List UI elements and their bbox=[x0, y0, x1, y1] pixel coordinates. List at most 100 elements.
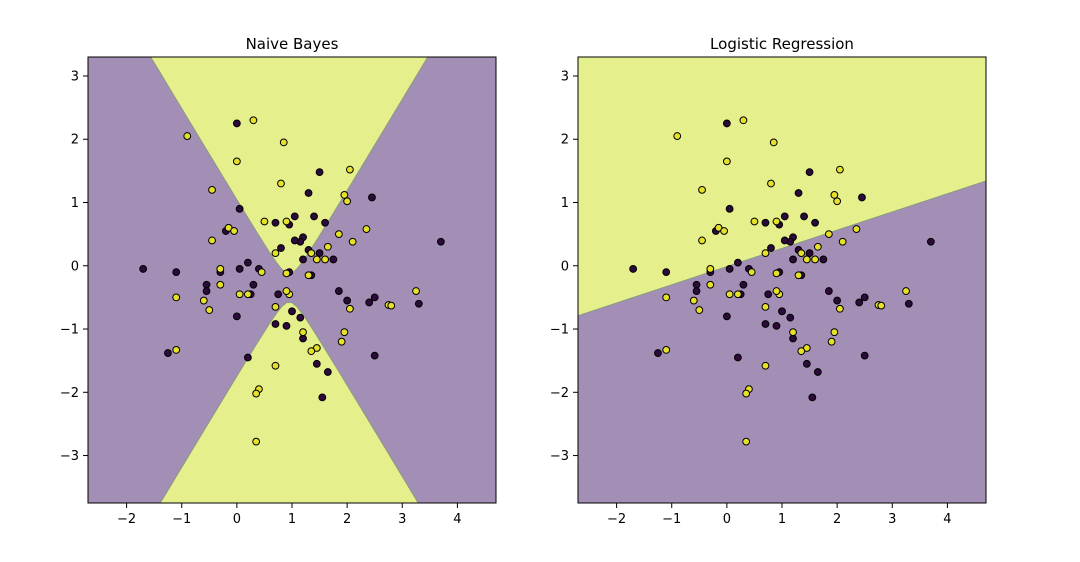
data-point-class1 bbox=[789, 328, 797, 337]
data-point-class0 bbox=[232, 312, 241, 321]
data-point-class1 bbox=[772, 287, 781, 295]
data-point-class1 bbox=[243, 290, 252, 299]
data-point-class0 bbox=[235, 265, 244, 273]
data-point-class0 bbox=[860, 293, 869, 302]
data-point-class1 bbox=[662, 293, 671, 302]
data-point-class0 bbox=[800, 212, 808, 221]
data-point-class1 bbox=[761, 249, 770, 258]
data-point-class0 bbox=[733, 353, 742, 362]
data-point-class0 bbox=[172, 268, 181, 276]
data-point-class1 bbox=[235, 290, 244, 299]
y-tick-label: 0 bbox=[71, 259, 79, 274]
data-point-class1 bbox=[761, 361, 770, 370]
data-point-class0 bbox=[855, 298, 864, 307]
data-point-class1 bbox=[772, 217, 781, 226]
y-tick-label: 3 bbox=[561, 69, 569, 84]
data-point-class0 bbox=[334, 287, 343, 295]
data-point-class0 bbox=[811, 218, 819, 227]
data-point-class0 bbox=[290, 236, 299, 245]
data-point-class1 bbox=[252, 389, 261, 398]
y-tick-label: 2 bbox=[561, 133, 569, 148]
data-point-class0 bbox=[315, 168, 324, 177]
data-point-class1 bbox=[282, 269, 291, 278]
data-point-class1 bbox=[725, 290, 734, 299]
chart-panel-1: −2 −1 0 1 2 3 4 −3 −2 −1 0 1 2 3 Logistic Regression bbox=[550, 35, 987, 527]
data-point-class1 bbox=[706, 265, 715, 273]
y-tick-label: 2 bbox=[71, 133, 79, 148]
data-point-class1 bbox=[279, 138, 288, 147]
data-point-class1 bbox=[742, 389, 751, 398]
data-point-class1 bbox=[824, 230, 833, 239]
data-point-class0 bbox=[739, 280, 748, 289]
x-tick-label: 0 bbox=[723, 512, 731, 527]
x-tick-label: 2 bbox=[833, 512, 841, 527]
x-tick-label: 0 bbox=[233, 512, 241, 527]
data-point-class0 bbox=[343, 296, 352, 305]
data-point-class0 bbox=[164, 349, 172, 357]
chart-title: Naive Bayes bbox=[246, 35, 339, 53]
data-point-class0 bbox=[692, 280, 701, 289]
data-point-class1 bbox=[257, 268, 266, 276]
region-class1 bbox=[578, 57, 986, 316]
data-point-class0 bbox=[271, 320, 280, 328]
data-point-class1 bbox=[183, 132, 192, 140]
chart-panel-0: −2 −1 0 1 2 3 4 −3 −2 −1 0 1 2 3 Naive Bayes bbox=[60, 35, 497, 527]
data-point-class0 bbox=[794, 189, 803, 197]
data-point-class1 bbox=[340, 191, 349, 199]
data-point-class1 bbox=[312, 255, 321, 264]
data-point-class0 bbox=[824, 287, 833, 295]
y-tick-label: −3 bbox=[550, 449, 569, 464]
data-point-class0 bbox=[772, 321, 781, 330]
data-point-class1 bbox=[838, 237, 847, 246]
data-point-class1 bbox=[830, 191, 839, 199]
data-point-class0 bbox=[321, 218, 329, 227]
data-point-class1 bbox=[742, 437, 751, 446]
data-point-class0 bbox=[310, 212, 318, 221]
x-tick-label: 4 bbox=[453, 512, 461, 527]
data-point-class1 bbox=[232, 157, 241, 166]
x-tick-label: 1 bbox=[288, 512, 296, 527]
data-point-class1 bbox=[794, 271, 803, 280]
data-point-class1 bbox=[282, 217, 291, 226]
data-point-class0 bbox=[271, 218, 280, 227]
data-point-class1 bbox=[260, 217, 269, 226]
x-tick-label: 1 bbox=[778, 512, 786, 527]
data-point-class1 bbox=[252, 437, 261, 446]
data-point-class1 bbox=[208, 236, 216, 245]
data-point-class0 bbox=[786, 313, 795, 322]
data-point-class1 bbox=[387, 301, 396, 310]
data-point-class1 bbox=[271, 302, 280, 311]
data-point-class0 bbox=[282, 321, 291, 330]
data-point-class1 bbox=[321, 255, 329, 264]
data-point-class0 bbox=[764, 290, 773, 299]
data-point-class0 bbox=[761, 218, 770, 227]
data-point-class1 bbox=[230, 227, 239, 235]
data-point-class1 bbox=[811, 255, 819, 264]
data-point-class0 bbox=[904, 299, 913, 308]
region-class1-lower bbox=[160, 302, 419, 503]
data-point-class0 bbox=[805, 168, 814, 177]
data-point-class1 bbox=[722, 157, 731, 166]
chart-title: Logistic Regression bbox=[710, 35, 854, 53]
y-tick-label: 1 bbox=[71, 196, 79, 211]
data-point-class0 bbox=[833, 296, 842, 305]
x-tick-label: −1 bbox=[662, 512, 681, 527]
data-point-class0 bbox=[860, 351, 869, 360]
data-point-class0 bbox=[725, 265, 734, 273]
data-point-class1 bbox=[830, 328, 839, 337]
data-point-class1 bbox=[337, 337, 346, 346]
data-point-class1 bbox=[813, 242, 822, 251]
y-tick-label: −1 bbox=[550, 323, 569, 338]
y-tick-label: −1 bbox=[60, 323, 79, 338]
data-point-class1 bbox=[172, 346, 181, 354]
data-point-class1 bbox=[720, 227, 729, 235]
data-point-class1 bbox=[695, 306, 704, 314]
data-point-class1 bbox=[271, 249, 280, 258]
data-point-class0 bbox=[370, 351, 379, 360]
data-point-class0 bbox=[202, 287, 211, 295]
data-point-class0 bbox=[780, 236, 789, 245]
data-point-class0 bbox=[368, 193, 376, 202]
data-point-class0 bbox=[662, 268, 671, 276]
data-point-class0 bbox=[778, 307, 786, 316]
data-point-class0 bbox=[414, 299, 423, 308]
